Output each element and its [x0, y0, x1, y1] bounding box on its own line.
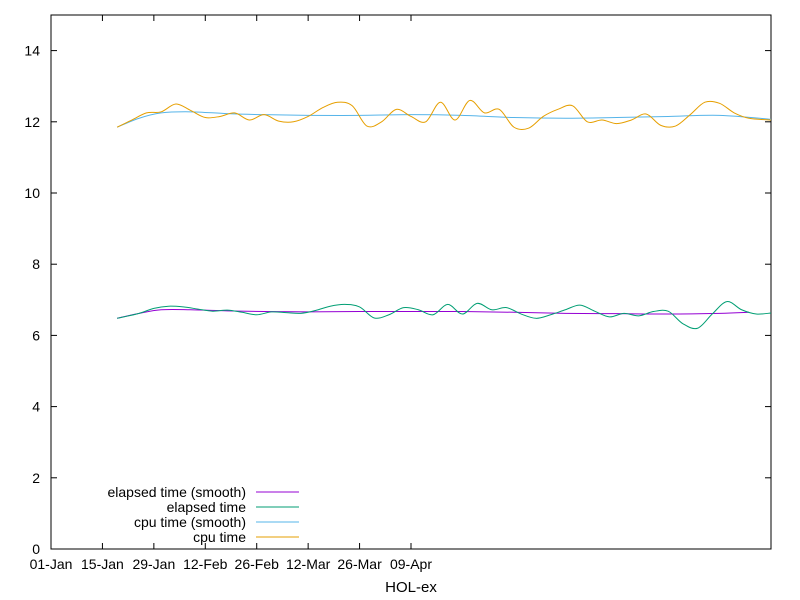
- x-tick-label: 26-Mar: [337, 556, 382, 572]
- legend-label: elapsed time (smooth): [107, 484, 246, 500]
- y-tick-label: 14: [24, 43, 40, 59]
- y-tick-label: 12: [24, 114, 40, 130]
- x-axis: 01-Jan 15-Jan 29-Jan 12-Feb 26-Feb 12-Mar 26-M…: [30, 15, 432, 572]
- x-tick-label: 15-Jan: [81, 556, 124, 572]
- plot-frame: [50, 14, 772, 550]
- legend-label: cpu time (smooth): [134, 514, 246, 530]
- y-tick-label: 2: [32, 470, 40, 486]
- y-tick-label: 4: [32, 399, 40, 415]
- y-axis: 0 2 4 6 8 10 12 14: [24, 43, 771, 557]
- x-tick-label: 29-Jan: [132, 556, 175, 572]
- x-tick-label: 01-Jan: [30, 556, 73, 572]
- y-tick-label: 6: [32, 327, 40, 343]
- x-tick-label: 09-Apr: [390, 556, 432, 572]
- y-tick-label: 8: [32, 256, 40, 272]
- x-tick-label: 26-Feb: [235, 556, 280, 572]
- series-line-elapsed-time: [117, 301, 772, 330]
- legend-label: cpu time: [193, 529, 246, 545]
- series-line-elapsed-time-smooth: [117, 308, 749, 319]
- series-line-cpu-time-smooth: [116, 111, 772, 128]
- x-tick-label: 12-Mar: [286, 556, 331, 572]
- y-tick-label: 0: [32, 541, 40, 557]
- series-line-cpu-time: [116, 99, 772, 131]
- series-group: [116, 99, 772, 330]
- y-tick-label: 10: [24, 185, 40, 201]
- legend-label: elapsed time: [167, 499, 247, 515]
- x-axis-title: HOL-ex: [385, 579, 437, 596]
- x-tick-label: 12-Feb: [183, 556, 228, 572]
